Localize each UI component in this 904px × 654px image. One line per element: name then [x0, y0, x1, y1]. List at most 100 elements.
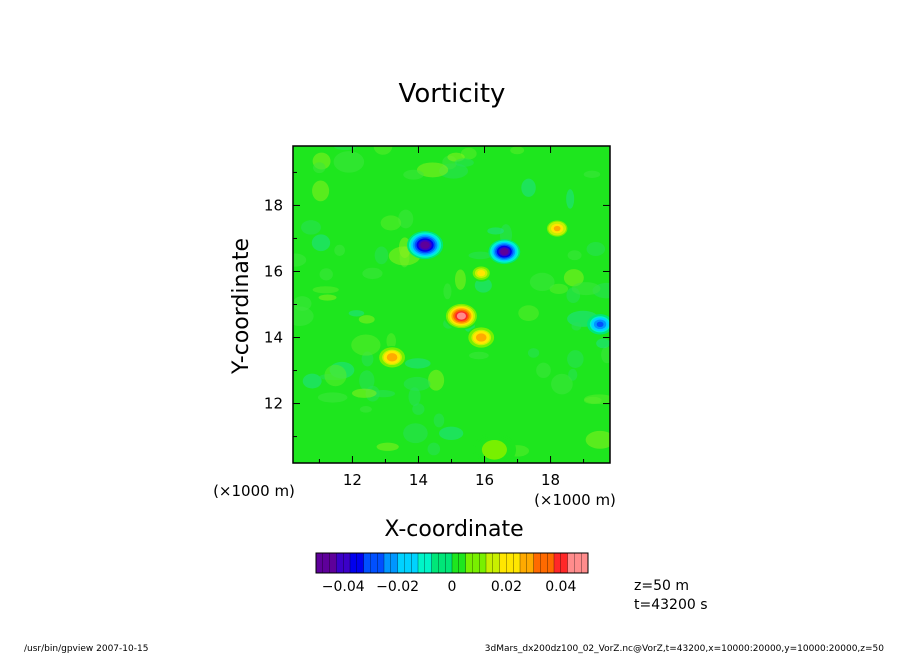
field-texture: [293, 253, 307, 267]
field-texture: [585, 430, 610, 449]
colorbar-cell: [363, 552, 371, 574]
colorbar-cell: [445, 552, 453, 574]
colorbar-cell: [315, 552, 324, 574]
vortex-contour: [488, 445, 501, 455]
field-texture: [293, 296, 312, 311]
vortex-0: [407, 230, 444, 260]
colorbar-tick-label: −0.02: [376, 579, 419, 595]
field-texture: [521, 178, 536, 197]
vortex-contour: [553, 225, 561, 232]
colorbar-cell: [506, 552, 514, 574]
vortex-7: [470, 264, 493, 282]
footer-left: /usr/bin/gpview 2007-10-15: [24, 644, 148, 654]
field-texture: [566, 189, 575, 209]
y-scale-label: (×1000 m): [213, 482, 295, 500]
field-texture: [584, 394, 610, 405]
field-texture: [376, 442, 399, 451]
colorbar-cell: [431, 552, 439, 574]
colorbar-tick-label: 0.04: [545, 579, 576, 595]
colorbar-cell: [383, 552, 392, 574]
colorbar-cell: [581, 552, 589, 574]
field-texture: [571, 321, 582, 331]
field-texture: [403, 169, 424, 180]
field-texture: [438, 426, 464, 440]
field-texture: [529, 272, 555, 292]
x-axis-label: X-coordinate: [384, 517, 523, 542]
colorbar-cell: [417, 552, 426, 574]
vortex-contour: [500, 248, 509, 255]
vortex-contour: [420, 241, 430, 249]
field-texture: [527, 348, 540, 358]
chart-title: Vorticity: [399, 79, 506, 109]
y-axis-label: Y-coordinate: [229, 238, 254, 375]
field-texture: [403, 423, 428, 444]
colorbar-cell: [370, 552, 378, 574]
colorbar-cell: [485, 552, 494, 574]
vortex-contour: [388, 354, 396, 361]
colorbar-tick-label: 0: [448, 579, 457, 595]
field-texture: [351, 388, 377, 398]
vortex-4: [377, 346, 407, 369]
field-texture: [460, 147, 477, 160]
field-texture: [302, 373, 322, 389]
field-texture: [454, 269, 466, 290]
field-texture: [428, 369, 445, 391]
field-texture: [416, 162, 449, 178]
field-texture: [403, 376, 431, 391]
colorbar-cell: [547, 552, 555, 574]
vortex-3: [466, 326, 496, 349]
field-texture: [359, 405, 372, 413]
field-texture: [348, 310, 365, 317]
colorbar-cell: [492, 552, 501, 574]
colorbar-cell: [472, 552, 480, 574]
vortex-contour: [456, 312, 466, 320]
field-texture: [596, 338, 610, 349]
field-texture: [563, 269, 584, 287]
field-texture: [358, 315, 375, 324]
colorbar-cell: [424, 552, 433, 574]
z-level-label: z=50 m: [634, 578, 689, 594]
vortex-8: [472, 432, 517, 463]
colorbar-cell: [329, 552, 337, 574]
field-texture: [311, 234, 331, 252]
colorbar-cell: [465, 552, 473, 574]
field-texture: [586, 242, 606, 256]
field-background: [293, 146, 610, 463]
vortex-contour: [478, 270, 485, 276]
field-texture: [454, 158, 474, 167]
field-texture: [319, 268, 333, 281]
colorbar-cell: [390, 552, 399, 574]
x-tick-label: 14: [409, 471, 428, 489]
field-texture: [551, 373, 573, 395]
field-texture: [583, 170, 601, 178]
vortex-1: [488, 239, 521, 265]
field-texture: [380, 215, 402, 231]
colorbar-cell: [560, 552, 569, 574]
field-texture: [324, 364, 347, 387]
field-texture: [469, 351, 489, 360]
footer-right: 3dMars_dx200dz100_02_VorZ.nc@VorZ,t=4320…: [485, 644, 885, 654]
x-tick-label: 18: [541, 471, 560, 489]
field-texture: [334, 244, 345, 256]
colorbar-cell: [397, 552, 405, 574]
colorbar-cell: [567, 552, 575, 574]
y-tick-label: 18: [264, 196, 283, 214]
field-texture: [433, 413, 445, 428]
field-texture: [487, 227, 504, 235]
colorbar-cell: [404, 552, 412, 574]
colorbar: −0.04 −0.02 0 0.02 0.04: [315, 552, 589, 595]
colorbar-cell: [438, 552, 446, 574]
field-texture: [351, 334, 381, 356]
field-texture: [510, 146, 525, 155]
vortex-5: [544, 218, 571, 239]
field-texture: [468, 251, 492, 260]
field-texture: [312, 286, 339, 294]
colorbar-cell: [526, 552, 535, 574]
x-tick-label: 12: [343, 471, 362, 489]
field-texture: [359, 370, 375, 391]
field-texture: [386, 333, 396, 350]
field-texture: [374, 246, 389, 265]
field-texture: [474, 278, 492, 293]
field-texture: [404, 358, 431, 369]
